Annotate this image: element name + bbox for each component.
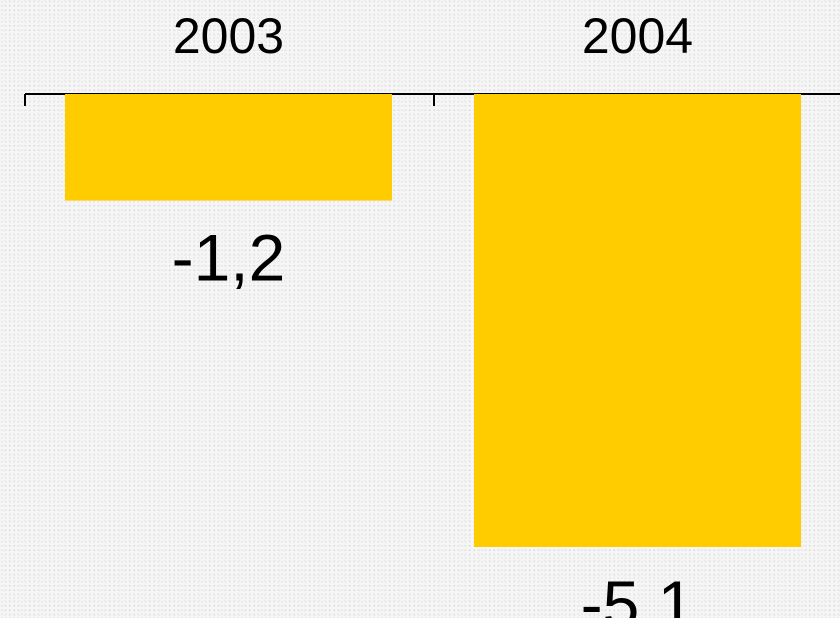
category-label-2003: 2003 [173, 8, 284, 64]
bar-2003 [65, 94, 392, 201]
bar-2004 [474, 94, 801, 547]
bars-layer [65, 94, 801, 547]
value-label-2004: -5,1 [581, 567, 695, 618]
labels-layer: 2003 -1,2 2004 -5,1 [172, 8, 695, 618]
value-label-2003: -1,2 [172, 221, 286, 295]
category-label-2004: 2004 [582, 8, 693, 64]
